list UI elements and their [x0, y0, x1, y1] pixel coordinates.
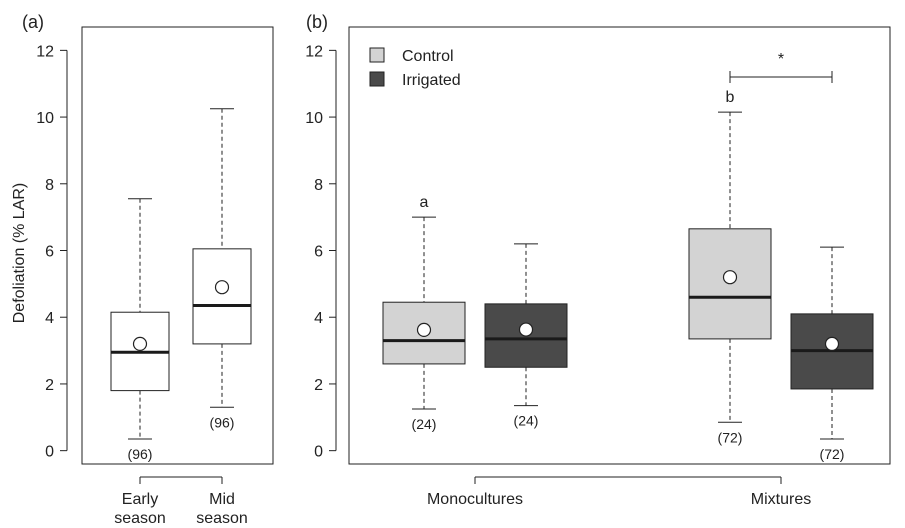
box: (24) [484, 243, 568, 429]
box: (96) [192, 108, 252, 430]
mean-point [722, 270, 738, 285]
mean-point [214, 280, 230, 295]
mean-point [518, 322, 534, 337]
sample-size-label: (72) [718, 429, 743, 445]
y-tick-label: 2 [314, 377, 323, 394]
group-letter: b [726, 89, 735, 106]
panel-a-y-axis: 0 2 4 6 8 10 12 [36, 43, 68, 461]
legend: Control Irrigated [369, 47, 461, 89]
significance-symbol: * [778, 51, 784, 68]
x-category-label: Early season [114, 491, 166, 527]
box: (72) b [688, 89, 772, 445]
y-tick-label: 8 [314, 177, 323, 194]
panel-a-boxes: (96) (96) [110, 108, 252, 462]
group-letter: a [420, 194, 429, 211]
y-tick-label: 8 [45, 177, 54, 194]
y-axis-title: Defoliation (% LAR) [11, 183, 28, 324]
box: (96) [110, 198, 170, 462]
sample-size-label: (96) [210, 414, 235, 430]
legend-swatch-control [369, 47, 385, 63]
panel-b: (b) 0 2 4 6 8 10 12 Monocultures Mixtures (24) a… [305, 12, 891, 508]
y-tick-label: 12 [36, 43, 54, 60]
legend-swatch-irrigated [369, 71, 385, 87]
panel-b-frame [348, 26, 891, 465]
legend-label-irrigated: Irrigated [402, 72, 461, 89]
mean-point [824, 336, 840, 352]
y-tick-label: 6 [314, 244, 323, 261]
x-category-label: Mixtures [751, 491, 811, 508]
legend-label-control: Control [402, 48, 454, 65]
panel-b-boxes: (24) a (72) b (24) (72) [382, 89, 874, 462]
panel-b-annotations: * [729, 51, 833, 84]
y-tick-label: 6 [45, 244, 54, 261]
mean-point [132, 336, 148, 352]
panel-a-frame [81, 26, 274, 465]
mean-point [416, 322, 432, 337]
panel-a-x-axis: Early season Mid season [114, 476, 248, 527]
box: (72) [790, 246, 874, 462]
x-category-label: Mid season [196, 491, 248, 527]
panel-b-x-axis: Monocultures Mixtures [427, 476, 811, 508]
y-tick-label: 12 [305, 43, 323, 60]
box: (24) a [382, 194, 466, 432]
sample-size-label: (72) [820, 446, 845, 462]
y-tick-label: 4 [314, 310, 323, 327]
y-tick-label: 0 [45, 444, 54, 461]
panel-b-y-axis: 0 2 4 6 8 10 12 [305, 43, 337, 461]
panel-a-label: (a) [22, 12, 44, 32]
sample-size-label: (96) [128, 446, 153, 462]
y-tick-label: 4 [45, 310, 54, 327]
y-tick-label: 10 [305, 110, 323, 127]
y-tick-label: 2 [45, 377, 54, 394]
box-iqr [192, 248, 252, 345]
panel-a: (a) Defoliation (% LAR) 0 2 4 6 8 10 12 Early s… [11, 12, 274, 527]
panel-b-label: (b) [306, 12, 328, 32]
y-tick-label: 10 [36, 110, 54, 127]
sample-size-label: (24) [412, 416, 437, 432]
y-tick-label: 0 [314, 444, 323, 461]
x-category-label: Monocultures [427, 491, 523, 508]
sample-size-label: (24) [514, 413, 539, 429]
